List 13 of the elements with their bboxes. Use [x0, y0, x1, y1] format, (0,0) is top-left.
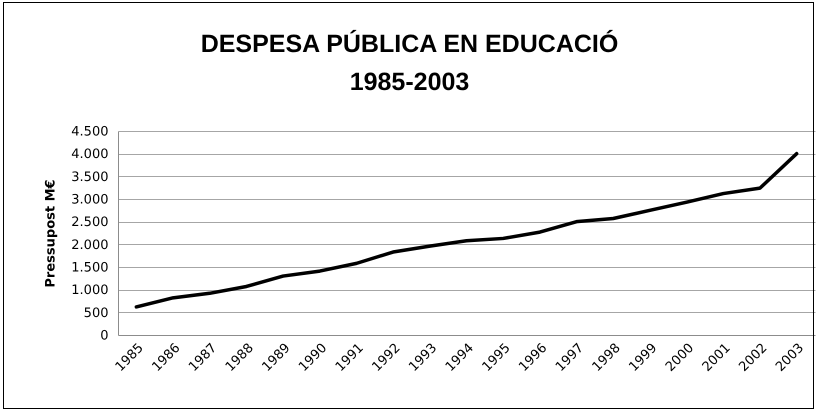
y-axis-title: Pressupost M€	[43, 179, 58, 288]
y-tick-label: 3.000	[71, 192, 108, 208]
y-tick-label: 1.000	[71, 283, 108, 298]
line-series	[134, 152, 798, 309]
y-tick-label: 4.500	[71, 124, 108, 140]
y-tick-label: 2.500	[71, 215, 108, 230]
y-tick-label: 1.500	[71, 260, 108, 276]
y-tick-label: 4.000	[71, 147, 108, 162]
y-tick-label: 500	[84, 306, 108, 321]
y-tick-label: 0	[100, 328, 108, 344]
y-tick-label: 3.500	[71, 170, 108, 185]
y-tick-label: 2.000	[71, 238, 108, 253]
chart-title: DESPESA PÚBLICA EN EDUCACIÓ 1985-2003	[200, 29, 618, 96]
